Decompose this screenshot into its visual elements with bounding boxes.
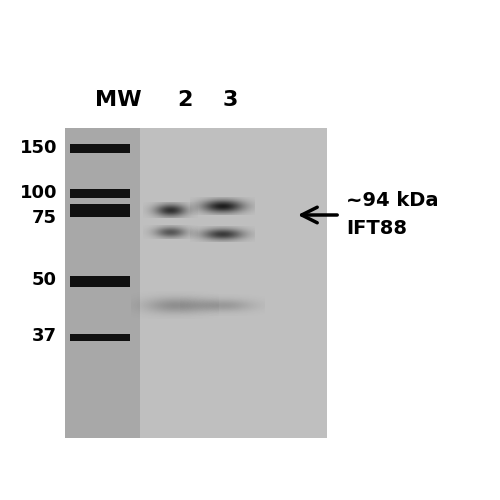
Bar bbox=[65, 128, 140, 438]
Bar bbox=[70, 276, 130, 287]
Text: MW: MW bbox=[94, 90, 142, 110]
Text: 75: 75 bbox=[32, 209, 57, 227]
Text: 50: 50 bbox=[32, 271, 57, 289]
Text: 2: 2 bbox=[178, 90, 192, 110]
Text: 37: 37 bbox=[32, 327, 57, 345]
Text: 3: 3 bbox=[222, 90, 238, 110]
Text: IFT88: IFT88 bbox=[346, 218, 407, 238]
Text: 100: 100 bbox=[20, 184, 57, 202]
Bar bbox=[70, 144, 130, 153]
Bar bbox=[70, 204, 130, 217]
Bar bbox=[70, 189, 130, 198]
Bar bbox=[65, 128, 327, 438]
Text: ~94 kDa: ~94 kDa bbox=[346, 190, 438, 210]
Text: 150: 150 bbox=[20, 139, 57, 157]
Bar bbox=[70, 334, 130, 341]
